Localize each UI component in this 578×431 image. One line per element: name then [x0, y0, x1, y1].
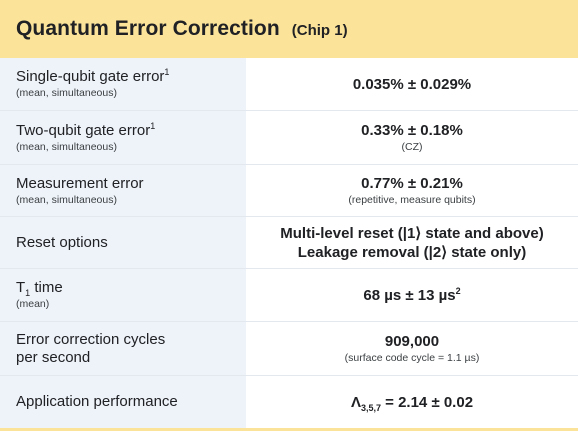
row-label-cell: Two-qubit gate error1 (mean, simultaneou… — [0, 111, 246, 164]
row-label: Reset options — [16, 233, 108, 251]
row-label-line2: per second — [16, 348, 91, 366]
spec-row-measurement: Measurement error (mean, simultaneous) 0… — [0, 165, 578, 217]
footnote-marker: 1 — [164, 67, 170, 77]
row-label: Measurement error — [16, 174, 144, 192]
row-label-note: (mean) — [16, 298, 50, 310]
row-label-cell: Error correction cycles per second — [0, 322, 246, 375]
row-label-rest: time — [30, 279, 63, 296]
row-value: 0.035% ± 0.029% — [352, 75, 472, 93]
row-label-prefix: T — [16, 279, 26, 296]
card-subtitle: (Chip 1) — [291, 22, 348, 39]
bottom-accent — [0, 428, 578, 431]
card-title: Quantum Error Correction — [16, 17, 280, 40]
spec-row-reset: Reset options Multi-level reset (|1⟩ sta… — [0, 217, 578, 269]
row-label: Two-qubit gate error — [16, 121, 151, 139]
row-label-cell: Measurement error (mean, simultaneous) — [0, 165, 246, 216]
spec-row-two-qubit: Two-qubit gate error1 (mean, simultaneou… — [0, 111, 578, 165]
row-value: 0.77% ± 0.21% — [361, 175, 463, 192]
row-value-line2: Leakage removal (|2⟩ state only) — [297, 243, 527, 261]
row-label-cell: T1 time (mean) — [0, 269, 246, 321]
row-value-note: (CZ) — [401, 141, 423, 153]
row-value-rest: = 2.14 ± 0.02 — [380, 393, 474, 411]
row-value: 909,000 — [384, 333, 440, 350]
row-value-line1: Multi-level reset (|1⟩ state and above) — [280, 224, 544, 242]
row-label-note: (mean, simultaneous) — [16, 87, 117, 99]
row-value-cell: 0.035% ± 0.029% — [246, 58, 578, 110]
row-value-note: (surface code cycle = 1.1 µs) — [344, 352, 480, 364]
row-label-cell: Single-qubit gate error1 (mean, simultan… — [0, 58, 246, 110]
row-label-line1: Error correction cycles — [16, 330, 166, 348]
row-value-cell: 909,000 (surface code cycle = 1.1 µs) — [246, 322, 578, 375]
row-label-subscript: 1 — [25, 288, 31, 298]
spec-row-application: Application performance Λ3,5,7 = 2.14 ± … — [0, 376, 578, 428]
row-value-cell: 68 µs ± 13 µs2 — [246, 269, 578, 321]
card-header: Quantum Error Correction (Chip 1) — [0, 0, 578, 58]
row-value-note: (repetitive, measure qubits) — [348, 194, 476, 206]
footnote-marker: 2 — [455, 285, 461, 296]
row-label-cell: Reset options — [0, 217, 246, 268]
spec-row-t1: T1 time (mean) 68 µs ± 13 µs2 — [0, 269, 578, 322]
row-value: 0.33% ± 0.18% — [361, 122, 463, 139]
row-label-cell: Application performance — [0, 376, 246, 428]
spec-row-ec-cycles: Error correction cycles per second 909,0… — [0, 322, 578, 376]
row-value-cell: Multi-level reset (|1⟩ state and above) … — [246, 217, 578, 268]
row-label-note: (mean, simultaneous) — [16, 140, 117, 153]
row-label: Application performance — [16, 393, 178, 410]
row-value-subscript: 3,5,7 — [360, 402, 381, 413]
row-value-prefix: Λ — [350, 393, 361, 411]
spec-row-single-qubit: Single-qubit gate error1 (mean, simultan… — [0, 58, 578, 111]
row-value-cell: Λ3,5,7 = 2.14 ± 0.02 — [246, 376, 578, 428]
footnote-marker: 1 — [150, 120, 156, 131]
row-value-cell: 0.77% ± 0.21% (repetitive, measure qubit… — [246, 165, 578, 216]
row-value-cell: 0.33% ± 0.18% (CZ) — [246, 111, 578, 164]
row-label-note: (mean, simultaneous) — [16, 193, 117, 206]
row-label: Single-qubit gate error — [16, 68, 165, 85]
row-value: 68 µs ± 13 µs — [363, 286, 456, 304]
